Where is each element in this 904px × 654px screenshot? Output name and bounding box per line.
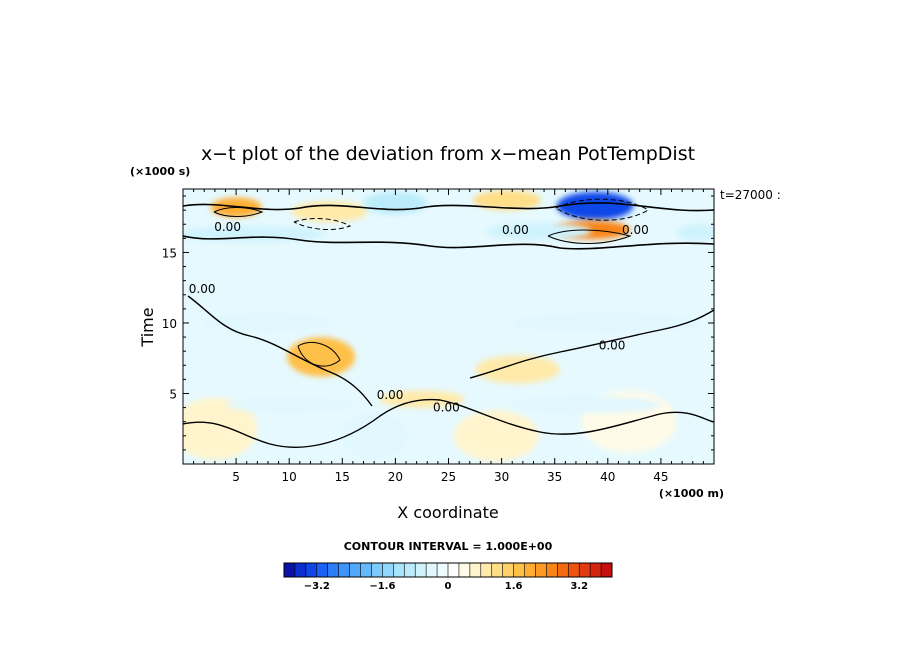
colorbar-tick-label-1: −1.6 xyxy=(369,581,395,592)
shaded-feature-19 xyxy=(342,413,407,459)
x-axis-label: X coordinate xyxy=(397,503,498,522)
contour-label-4: 0.00 xyxy=(599,339,626,353)
colorbar-tick-label-0: −3.2 xyxy=(304,581,330,592)
colorbar-tick-label-3: 1.6 xyxy=(505,581,523,592)
contour-one xyxy=(213,207,632,367)
contour-label-0: 0.00 xyxy=(214,220,241,234)
shaded-feature-5 xyxy=(363,191,428,215)
colorbar-swatch-7 xyxy=(360,563,372,577)
contour-label-6: 0.00 xyxy=(433,401,460,415)
x-tick-label-25: 25 xyxy=(441,470,456,484)
shaded-feature-15 xyxy=(204,314,332,332)
colorbar-swatch-14 xyxy=(437,563,449,577)
contour-interval-label: CONTOUR INTERVAL = 1.000E+00 xyxy=(344,540,553,553)
colorbar-swatch-23 xyxy=(535,563,547,577)
contour-negative xyxy=(293,198,649,230)
colorbar-swatch-1 xyxy=(294,563,307,577)
contour-lines xyxy=(183,198,714,448)
contour-label-1: 0.00 xyxy=(502,223,529,237)
contour-zero-upper xyxy=(183,235,714,250)
colorbar-swatch-13 xyxy=(426,563,438,577)
y-axis-label: Time xyxy=(138,307,157,347)
colorbar-swatch-5 xyxy=(338,563,350,577)
x-tick-label-45: 45 xyxy=(653,470,668,484)
colorbar-swatch-22 xyxy=(524,563,536,577)
colorbar-swatch-11 xyxy=(404,563,416,577)
y-tick-label-10: 10 xyxy=(162,317,177,331)
x-tick-label-10: 10 xyxy=(282,470,297,484)
y-tick-label-5: 5 xyxy=(169,387,177,401)
x-tick-label-20: 20 xyxy=(388,470,403,484)
shaded-feature-12 xyxy=(183,397,258,460)
x-tick-label-5: 5 xyxy=(232,470,240,484)
contour-label-2: 0.00 xyxy=(622,223,649,237)
colorbar-frame xyxy=(283,562,613,578)
colorbar-swatch-20 xyxy=(502,563,514,577)
contour-zero-top xyxy=(183,202,714,212)
colorbar-swatch-19 xyxy=(491,563,503,577)
x-tick-label-35: 35 xyxy=(547,470,562,484)
shaded-feature-3 xyxy=(472,190,541,211)
colorbar-swatch-15 xyxy=(448,563,460,577)
colorbar-swatch-26 xyxy=(568,563,580,577)
colorbar-swatch-10 xyxy=(393,563,405,577)
colorbar-swatch-21 xyxy=(513,563,525,577)
colorbar-swatch-25 xyxy=(557,563,569,577)
shaded-feature-16 xyxy=(512,314,704,332)
colorbar-swatch-3 xyxy=(316,563,329,577)
contour-zero-mid xyxy=(187,295,714,407)
colorbar-swatch-27 xyxy=(579,563,591,577)
x-axis-ticks: 5 10 15 20 25 30 35 40 45 xyxy=(193,189,704,484)
x-tick-label-40: 40 xyxy=(600,470,615,484)
colorbar-swatch-18 xyxy=(480,563,493,577)
x-tick-label-30: 30 xyxy=(494,470,509,484)
shaded-feature-7 xyxy=(485,222,592,240)
shaded-feature-17 xyxy=(225,397,353,412)
chart-title: x−t plot of the deviation from x−mean Po… xyxy=(201,143,695,165)
shaded-feature-13 xyxy=(453,410,539,462)
x-tick-label-15: 15 xyxy=(335,470,350,484)
colorbar-swatch-24 xyxy=(546,563,558,577)
colorbar-swatch-4 xyxy=(327,563,339,577)
colorbar-ticks: −3.2 −1.6 0 1.6 3.2 xyxy=(304,581,588,592)
shaded-feature-11 xyxy=(379,390,465,408)
colorbar-swatch-0 xyxy=(284,563,296,577)
contour-label-3: 0.00 xyxy=(189,282,216,296)
x-unit-label: (×1000 m) xyxy=(659,487,724,500)
shaded-feature-10 xyxy=(475,355,561,384)
shaded-feature-9 xyxy=(287,337,356,377)
shaded-feature-8 xyxy=(676,224,714,242)
colorbar-swatch-9 xyxy=(382,563,394,577)
colorbar-swatch-17 xyxy=(469,563,482,577)
colorbar-swatch-8 xyxy=(371,563,383,577)
shaded-feature-18 xyxy=(512,396,661,414)
contour-zero-lower xyxy=(183,398,714,448)
shaded-feature-6 xyxy=(183,226,327,242)
colorbar-swatch-16 xyxy=(458,563,471,577)
plot-area: 0.00 0.00 0.00 0.00 0.00 0.00 0.00 5 10 15 20 25 30… xyxy=(162,188,715,484)
colorbar-tick-label-2: 0 xyxy=(445,581,452,592)
colorbar-swatch-12 xyxy=(415,563,427,577)
y-unit-label: (×1000 s) xyxy=(130,165,190,178)
y-tick-label-15: 15 xyxy=(162,246,177,260)
colorbar-swatch-2 xyxy=(305,563,318,577)
shaded-feature-0 xyxy=(556,191,634,221)
colorbar-swatch-6 xyxy=(349,563,361,577)
time-label: t=27000 : xyxy=(720,188,781,202)
colorbar xyxy=(283,562,613,578)
contour-label-5: 0.00 xyxy=(377,388,404,402)
contour-labels: 0.00 0.00 0.00 0.00 0.00 0.00 0.00 xyxy=(189,220,649,415)
colorbar-swatch-29 xyxy=(601,563,613,577)
y-axis-ticks: 5 10 15 xyxy=(162,195,714,451)
colorbar-swatch-28 xyxy=(590,563,602,577)
colorbar-tick-label-4: 3.2 xyxy=(570,581,588,592)
